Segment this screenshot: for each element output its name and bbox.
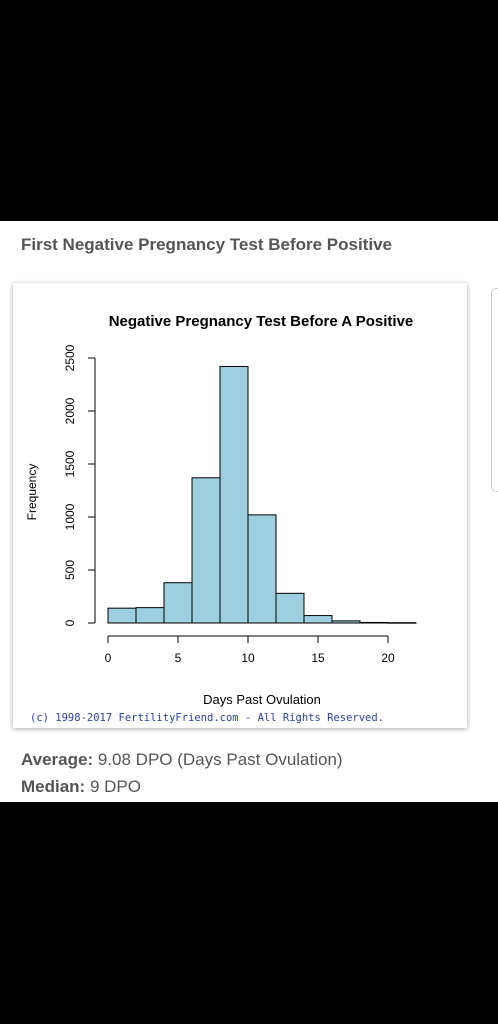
histogram-bar (275, 592, 305, 624)
chart-title: Negative Pregnancy Test Before A Positiv… (109, 313, 414, 330)
histogram-bar (135, 607, 165, 624)
chart-image-frame[interactable]: Negative Pregnancy Test Before A Positiv… (13, 283, 467, 728)
histogram-bar (247, 514, 277, 624)
histogram-bar (219, 365, 249, 624)
median-label: Median: (21, 777, 86, 796)
content-card: First Negative Pregnancy Test Before Pos… (0, 221, 498, 802)
median-row: Median: 9 DPO (21, 773, 343, 800)
x-axis: 0 5 10 15 20 (105, 635, 395, 665)
histogram-bar (331, 620, 361, 624)
average-value: 9.08 DPO (Days Past Ovulation) (97, 750, 343, 769)
average-label: Average: (21, 750, 94, 769)
x-tick-label: 10 (241, 651, 255, 665)
x-tick-label: 0 (105, 651, 112, 665)
histogram-bar (163, 582, 193, 624)
y-tick-label: 1000 (63, 503, 77, 530)
histogram-bar (107, 607, 137, 624)
histogram-bar (359, 621, 389, 624)
histogram-bar (303, 615, 333, 624)
stats-block: Average: 9.08 DPO (Days Past Ovulation) … (21, 746, 343, 800)
y-tick-label: 2500 (63, 344, 77, 371)
y-axis: 0 500 1000 1500 2000 2500 (63, 344, 96, 626)
y-tick-label: 0 (63, 619, 77, 626)
y-tick-label: 500 (63, 560, 77, 580)
histogram-bar (191, 477, 221, 624)
x-tick-label: 20 (381, 651, 395, 665)
scroll-handle[interactable] (491, 288, 498, 492)
average-row: Average: 9.08 DPO (Days Past Ovulation) (21, 746, 343, 773)
y-tick-label: 1500 (63, 450, 77, 477)
copyright-notice: (c) 1998-2017 FertilityFriend.com - All … (30, 712, 384, 724)
histogram-chart: Negative Pregnancy Test Before A Positiv… (25, 313, 417, 724)
histogram-bar (387, 622, 417, 624)
x-tick-label: 5 (175, 651, 182, 665)
y-tick-label: 2000 (63, 397, 77, 424)
histogram-bars (107, 365, 417, 624)
x-axis-label: Days Past Ovulation (203, 692, 321, 707)
y-axis-label: Frequency (25, 464, 39, 521)
section-title: First Negative Pregnancy Test Before Pos… (21, 235, 392, 254)
x-tick-label: 15 (311, 651, 325, 665)
median-value: 9 DPO (89, 777, 141, 796)
